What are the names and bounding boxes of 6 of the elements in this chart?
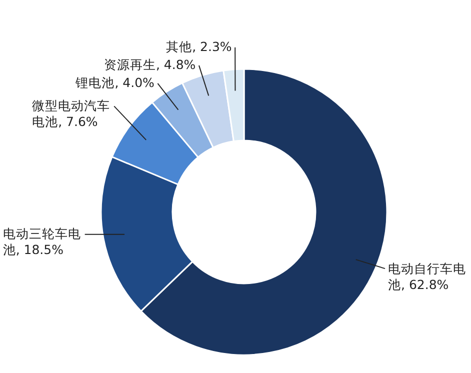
slice-label: 电动自行车电池, 62.8% xyxy=(388,260,467,293)
slice-label: 其他, 2.3% xyxy=(166,39,232,56)
slice-label: 电动三轮车电池, 18.5% xyxy=(2,226,82,258)
slice-label: 微型电动汽车电池, 7.6% xyxy=(32,98,111,130)
slice-label: 锂电池, 4.0% xyxy=(76,75,154,92)
slice-label: 资源再生, 4.8% xyxy=(104,57,196,74)
